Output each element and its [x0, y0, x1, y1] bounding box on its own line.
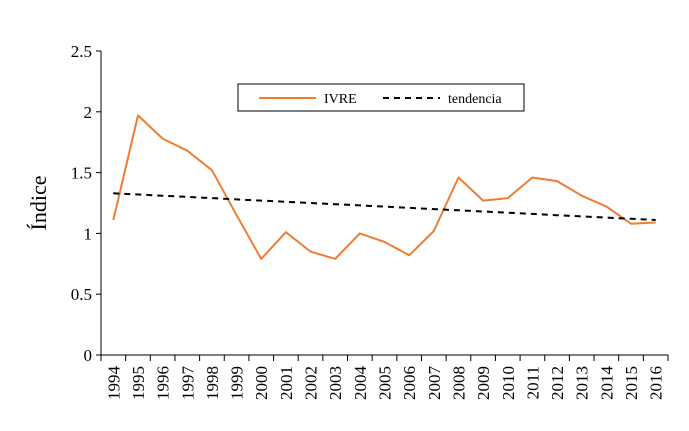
x-tick-label: 2007 — [425, 366, 444, 401]
x-tick-label: 2008 — [449, 366, 468, 400]
y-tick-label: 1 — [84, 224, 93, 243]
legend-label-tendencia: tendencia — [448, 92, 502, 107]
x-tick-label: 2013 — [573, 366, 592, 400]
legend: IVRE tendencia — [237, 83, 525, 112]
x-tick-label: 2011 — [523, 366, 542, 399]
x-tick-label: 2003 — [326, 366, 345, 400]
x-tick-label: 2002 — [302, 366, 321, 400]
y-tick-label: 2.5 — [71, 42, 92, 61]
x-tick-label: 2009 — [474, 366, 493, 400]
x-tick-label: 2006 — [400, 366, 419, 400]
x-tick-label: 1994 — [104, 366, 123, 401]
x-tick-label: 1999 — [228, 366, 247, 400]
y-tick-label: 0.5 — [71, 285, 92, 304]
y-tick-label: 2 — [84, 103, 93, 122]
x-tick-label: 2010 — [499, 366, 518, 400]
x-tick-label: 1996 — [154, 366, 173, 400]
x-tick-label: 2001 — [277, 366, 296, 400]
x-tick-label: 2016 — [647, 366, 666, 400]
series-line-tendencia — [113, 192, 656, 221]
y-tick-label: 0 — [84, 346, 93, 365]
y-tick-label: 1.5 — [71, 164, 92, 183]
x-tick-label: 1995 — [129, 366, 148, 400]
x-tick-label: 2014 — [597, 366, 616, 401]
x-tick-label: 2015 — [622, 366, 641, 400]
x-tick-label: 1997 — [178, 366, 197, 401]
series-layer — [112, 114, 656, 260]
axes: 0 0.5 1 1.5 2 2.5 1994 1995 1996 1997 1998 1999 2000… — [71, 42, 669, 401]
x-tick-label: 2000 — [252, 366, 271, 400]
legend-label-ivre: IVRE — [324, 92, 357, 107]
y-axis-title: Índice — [26, 176, 51, 231]
series-line-ivre — [112, 114, 656, 260]
x-tick-label: 2004 — [351, 366, 370, 401]
x-tick-label: 2012 — [548, 366, 567, 400]
x-tick-label: 1998 — [203, 366, 222, 400]
x-tick-label: 2005 — [376, 366, 395, 400]
